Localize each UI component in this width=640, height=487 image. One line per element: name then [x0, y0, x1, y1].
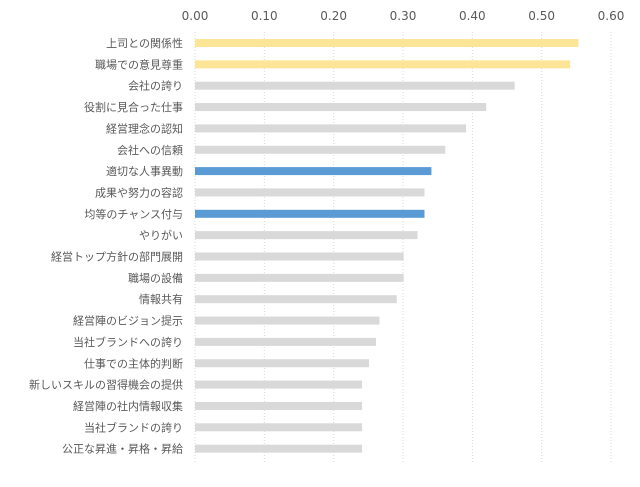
bar — [195, 188, 425, 197]
bar — [195, 337, 376, 346]
category-label: 会社への信頼 — [117, 143, 183, 157]
category-label: 経営トップ方針の部門展開 — [51, 250, 183, 264]
x-tick-label: 0.50 — [528, 9, 555, 23]
category-label: 適切な人事異動 — [106, 164, 183, 178]
x-tick-label: 0.00 — [182, 9, 209, 23]
bar — [195, 252, 404, 261]
category-label: やりがい — [139, 228, 183, 242]
category-label: 当社ブランドの誇り — [84, 420, 183, 434]
bar — [195, 295, 397, 304]
category-label: 経営理念の認知 — [106, 121, 183, 135]
bar — [195, 444, 363, 453]
gridlines — [194, 32, 612, 462]
bar — [195, 316, 380, 325]
bar — [195, 380, 363, 389]
category-label: 上司との関係性 — [106, 36, 183, 50]
bar — [195, 60, 571, 69]
bar — [195, 103, 487, 112]
category-label: 職場の設備 — [128, 271, 183, 285]
bar — [195, 423, 363, 432]
bar — [195, 359, 370, 368]
category-label: 情報共有 — [139, 292, 183, 306]
bar — [195, 209, 425, 218]
bar — [195, 401, 363, 410]
bar — [195, 124, 467, 133]
bar — [195, 145, 446, 154]
category-labels: 上司との関係性職場での意見尊重会社の誇り役割に見合った仕事経営理念の認知会社への… — [29, 36, 183, 456]
x-tick-label: 0.10 — [251, 9, 278, 23]
category-label: 公正な昇進・昇格・昇給 — [62, 442, 183, 456]
category-label: 成果や努力の容認 — [95, 185, 183, 199]
x-tick-label: 0.60 — [598, 9, 625, 23]
category-label: 経営陣のビジョン提示 — [73, 314, 183, 328]
category-label: 経営陣の社内情報収集 — [73, 399, 183, 413]
category-label: 役割に見合った仕事 — [84, 100, 183, 114]
x-axis-ticks: 0.00 0.10 0.20 0.30 0.40 0.50 0.60 — [182, 9, 625, 23]
bar — [195, 167, 432, 176]
category-label: 均等のチャンス付与 — [84, 207, 183, 221]
category-label: 新しいスキルの習得機会の提供 — [29, 378, 183, 392]
bar — [195, 39, 579, 47]
x-tick-label: 0.40 — [459, 9, 486, 23]
bars — [195, 39, 579, 453]
bar — [195, 273, 404, 282]
category-label: 職場での意見尊重 — [95, 57, 183, 71]
bar — [195, 231, 418, 240]
category-label: 当社ブランドへの誇り — [73, 335, 183, 349]
category-label: 会社の誇り — [128, 79, 183, 93]
x-tick-label: 0.20 — [320, 9, 347, 23]
x-tick-label: 0.30 — [390, 9, 417, 23]
category-label: 仕事での主体的判断 — [84, 356, 183, 370]
bar — [195, 81, 515, 90]
